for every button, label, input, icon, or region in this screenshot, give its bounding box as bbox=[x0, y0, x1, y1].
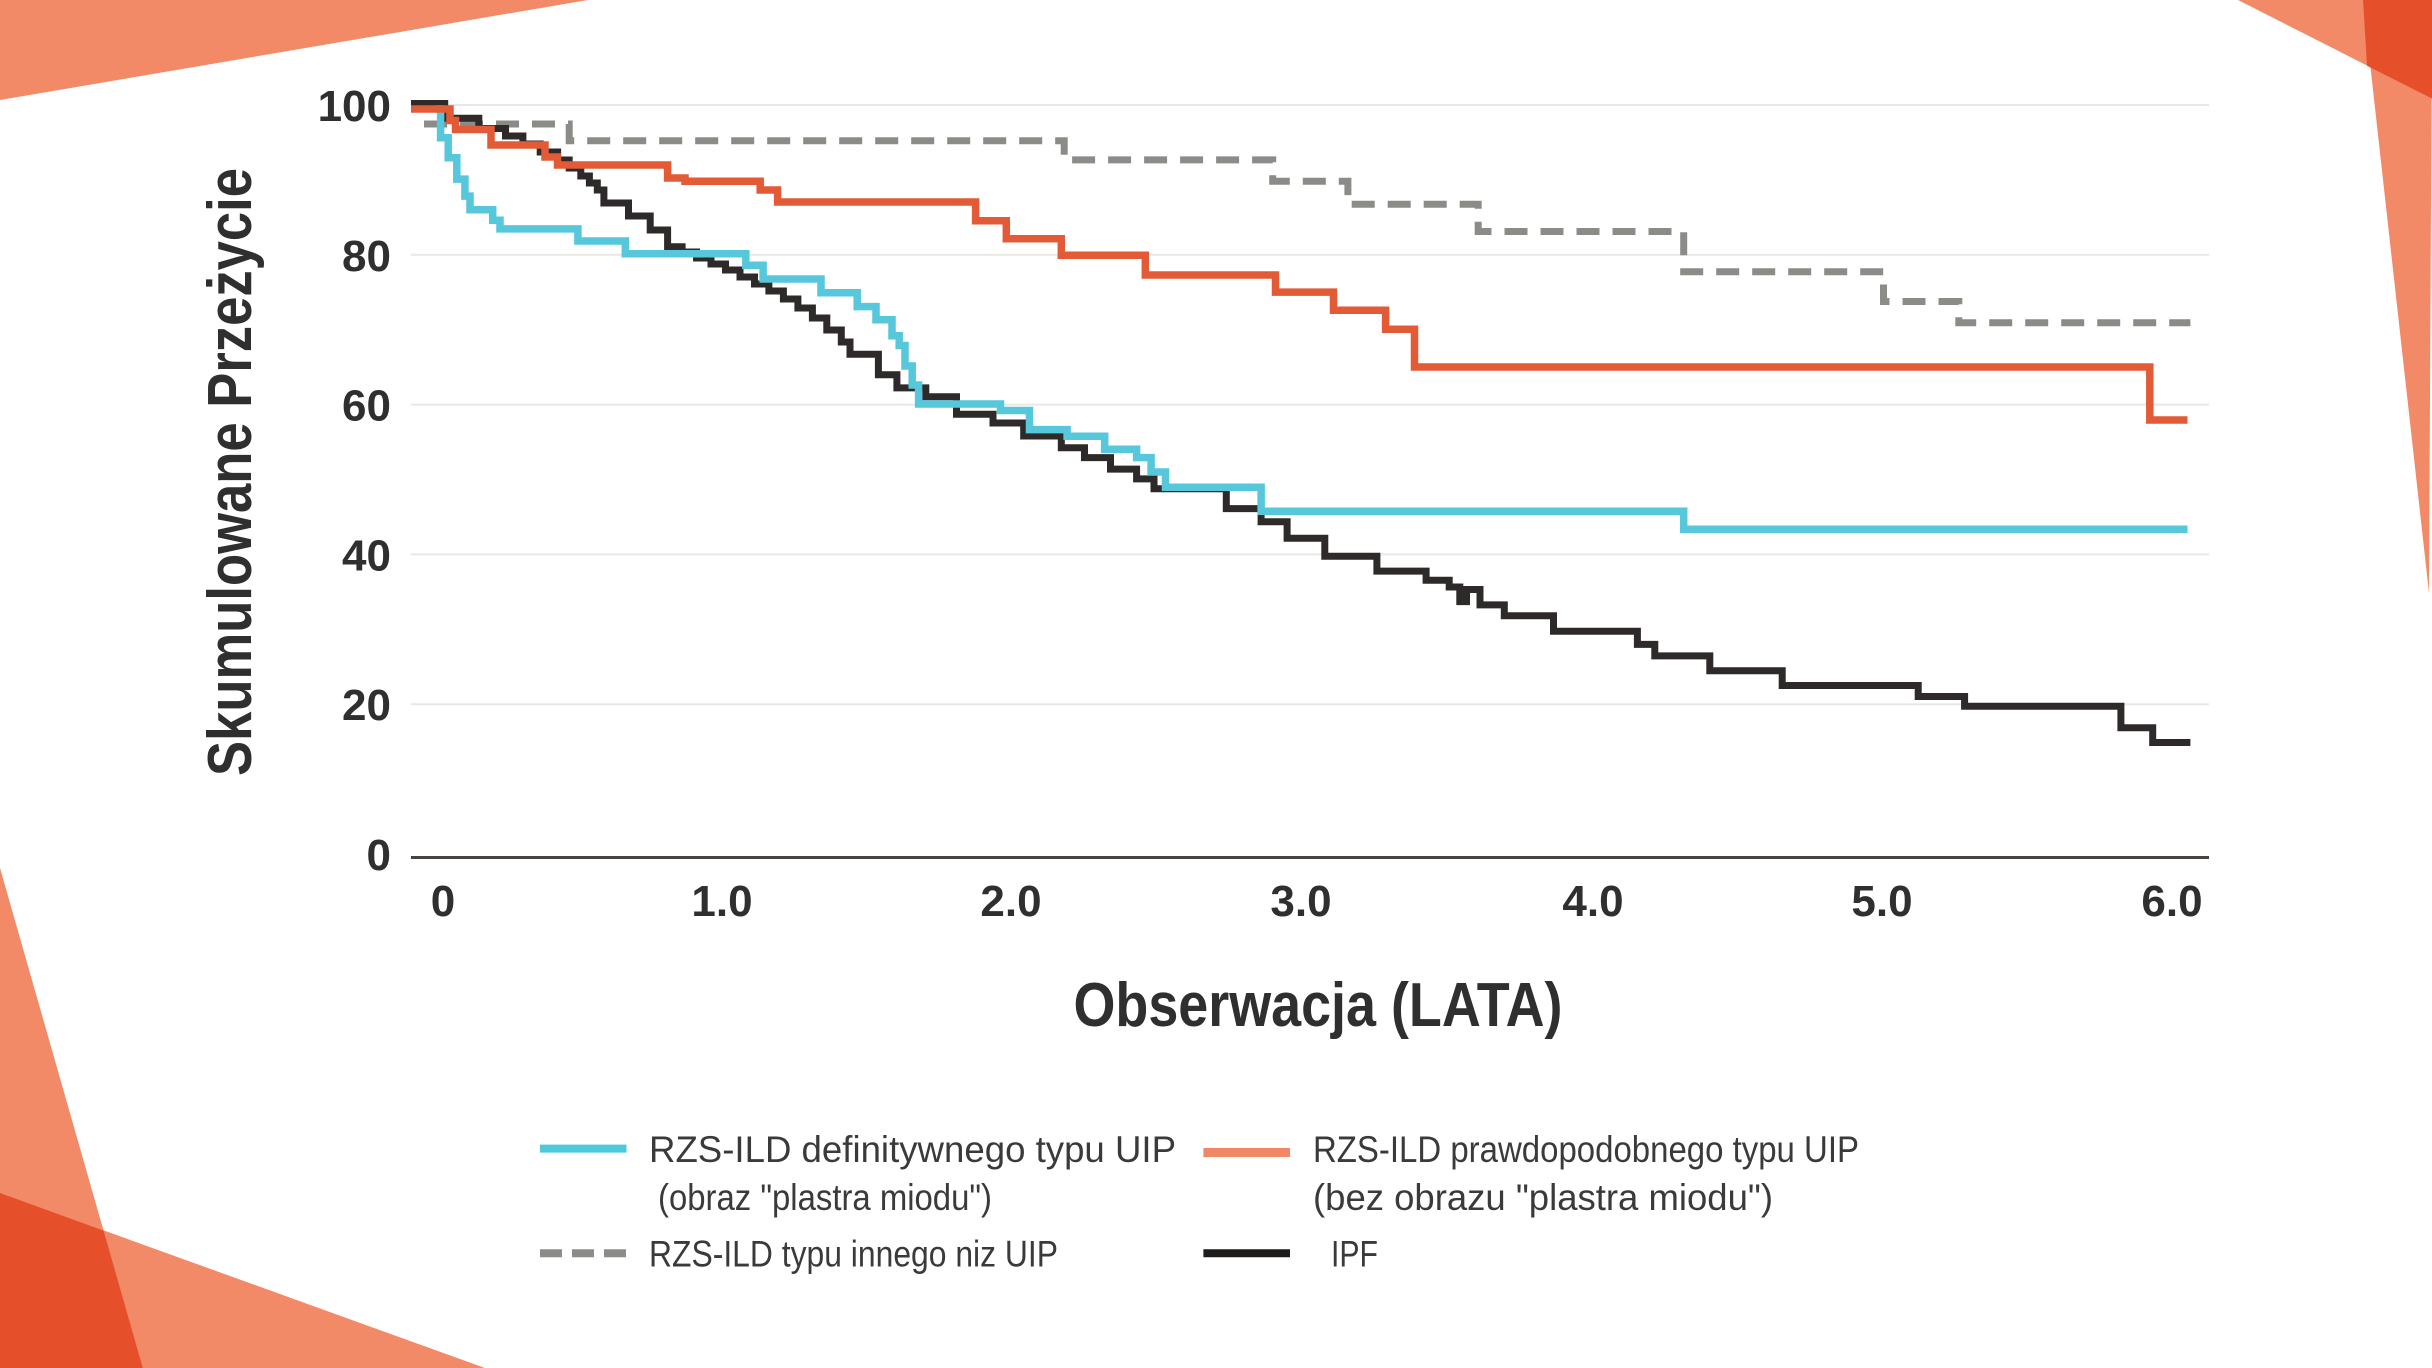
svg-text:5.0: 5.0 bbox=[1851, 877, 1912, 926]
svg-text:RZS-ILD definitywnego typu UIP: RZS-ILD definitywnego typu UIP bbox=[649, 1129, 1176, 1170]
svg-text:60: 60 bbox=[342, 382, 391, 431]
svg-text:(bez obrazu "plastra miodu"): (bez obrazu "plastra miodu") bbox=[1313, 1177, 1773, 1218]
svg-text:20: 20 bbox=[342, 681, 391, 730]
svg-text:6.0: 6.0 bbox=[2141, 877, 2202, 926]
svg-text:40: 40 bbox=[342, 531, 391, 580]
svg-text:80: 80 bbox=[342, 232, 391, 281]
svg-text:IPF: IPF bbox=[1331, 1234, 1378, 1275]
svg-text:Obserwacja (LATA): Obserwacja (LATA) bbox=[1074, 971, 1563, 1040]
svg-text:3.0: 3.0 bbox=[1270, 877, 1331, 926]
svg-text:100: 100 bbox=[318, 82, 391, 131]
svg-text:2.0: 2.0 bbox=[980, 877, 1041, 926]
svg-text:(obraz "plastra miodu"): (obraz "plastra miodu") bbox=[658, 1177, 992, 1218]
svg-text:Skumulowane Przeżycie: Skumulowane Przeżycie bbox=[196, 168, 265, 776]
svg-text:RZS-ILD prawdopodobnego typu U: RZS-ILD prawdopodobnego typu UIP bbox=[1313, 1129, 1859, 1170]
svg-text:1.0: 1.0 bbox=[691, 877, 752, 926]
svg-text:0: 0 bbox=[431, 877, 455, 926]
svg-text:0: 0 bbox=[367, 831, 391, 880]
svg-text:4.0: 4.0 bbox=[1562, 877, 1623, 926]
svg-text:RZS-ILD typu innego niz UIP: RZS-ILD typu innego niz UIP bbox=[649, 1234, 1058, 1275]
